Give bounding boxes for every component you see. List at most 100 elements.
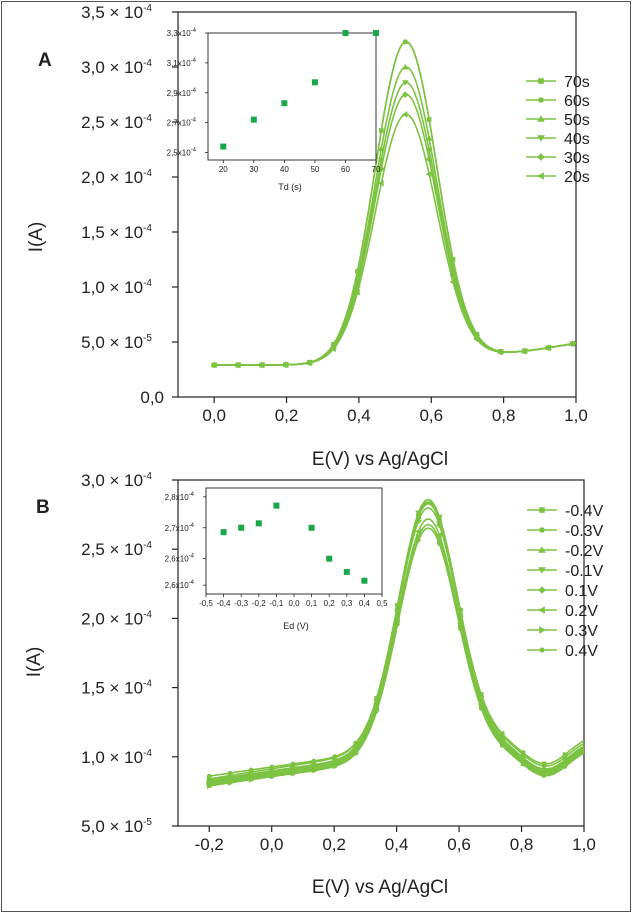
panel-a-legend-marker [537, 135, 545, 142]
panel-a-inset-xlabel: Td (s) [278, 182, 302, 192]
panel-a-inset-point [250, 116, 257, 123]
panel-b-inset-x-tick-label: -0,3 [234, 599, 248, 608]
panel-a-series-point [426, 117, 432, 122]
panel-a-inset-point [342, 30, 349, 36]
panel-a-series-point [497, 348, 504, 356]
panel-b-series-point [353, 751, 358, 756]
panel-b-x-tick-label: 0,4 [385, 835, 409, 854]
panel-b-legend-marker [539, 527, 545, 533]
panel-b-x-tick-label: 0,0 [260, 835, 284, 854]
panel-b-inset-x-tick-label: 0,0 [288, 599, 300, 608]
panel-b-x-tick-label: 1,0 [572, 835, 596, 854]
panel-a-series-point [234, 361, 241, 369]
panel-a-series-point [210, 361, 217, 369]
panel-b-series-point [269, 774, 275, 779]
panel-a-xlabel: E(V) vs Ag/AgCl [312, 449, 448, 470]
panel-b-series-point [562, 752, 568, 757]
panel-a-inset-y-tick-label: 3,3x10-4 [167, 28, 197, 38]
panel-a-y-tick-label: 1,5 × 10-4 [81, 223, 152, 242]
panel-b-legend-label: -0.3V [565, 523, 604, 540]
panel-a-legend-label: 60s [564, 93, 590, 110]
panel-a-series-line [214, 113, 577, 366]
panel-a-series-point [401, 63, 409, 70]
panel-a-series-point [425, 155, 433, 163]
panel-b-inset-point [255, 520, 262, 527]
panel-b-series-point [436, 521, 443, 529]
panel-a-plot-frame [177, 11, 577, 398]
panel-b-series-point [290, 761, 296, 767]
panel-a-inset-frame [207, 32, 377, 161]
panel-b-y-tick-label: 1,5 × 10-4 [81, 679, 152, 698]
panel-b-series-point [499, 743, 505, 748]
panel-a-legend-label: 70s [564, 74, 590, 91]
panel-b-legend-marker [538, 606, 545, 614]
panel-b-inset-x-tick-label: -0,5 [199, 599, 213, 608]
panel-b-inset-x-tick-label: -0,2 [252, 599, 266, 608]
panel-b-x-tick-label: -0,2 [195, 835, 224, 854]
panel-a-series-point [378, 165, 385, 173]
panel-a-series-point [425, 170, 432, 178]
panel-b-y-tick-label: 5,0 × 10-5 [81, 817, 152, 836]
panel-b-legend-label: -0.2V [565, 543, 604, 560]
panel-a-series-point [330, 345, 336, 353]
panel-b-inset-x-tick-label: 0,2 [324, 599, 336, 608]
panel-b-inset-point [273, 502, 280, 509]
panel-a-y-tick-label: 3,5 × 10-4 [81, 3, 152, 22]
panel-b-series-point [562, 764, 568, 769]
panel-a-series-point [545, 344, 551, 352]
panel-a-inset-point [220, 143, 227, 150]
panel-a-inset-y-tick-label: 2,7x10-4 [167, 118, 197, 128]
panel-b-legend-label: 0.2V [565, 603, 598, 620]
panel-b-inset-point [238, 524, 245, 531]
panel-b-inset-x-tick-label: 0,3 [341, 599, 353, 608]
panel-b-inset-x-tick-label: -0,1 [270, 599, 284, 608]
panel-a-inset-x-tick-label: 20 [219, 165, 228, 174]
panel-a-inset-point [311, 79, 318, 86]
panel-b-legend-label: 0.3V [565, 623, 598, 640]
panel-b-series-point [415, 510, 422, 517]
panel-a-label: A [38, 50, 52, 71]
panel-b-legend-label: 0.1V [565, 583, 598, 600]
panel-b-series-point [457, 612, 464, 620]
panel-b-series-point [479, 706, 484, 711]
panel-a-legend-marker [537, 115, 545, 122]
panel-a-legend-label: 20s [564, 169, 590, 186]
panel-b-legend-marker [538, 567, 546, 574]
panel-a-x-tick-label: 0,2 [275, 406, 299, 425]
panel-a-legend-marker [538, 97, 544, 103]
panel-a-x-tick-label: 1,0 [564, 406, 588, 425]
panel-b-inset-x-tick-label: 0,4 [359, 599, 371, 608]
panel-a-legend-marker [537, 153, 545, 161]
panel-a-series-point [521, 347, 527, 355]
panel-b-series-point [374, 709, 379, 714]
panel-b-inset-x-tick-label: -0,4 [217, 599, 231, 608]
panel-b-inset-x-tick-label: 0,5 [376, 599, 388, 608]
panel-a-series-point [378, 179, 384, 187]
panel-b-inset-xlabel: Ed (V) [283, 621, 309, 631]
panel-a-series-point [401, 111, 408, 118]
panel-b-series-point [332, 754, 338, 759]
panel-b-series-point [311, 758, 317, 764]
panel-a-x-tick-label: 0,6 [419, 406, 443, 425]
panel-a-y-tick-label: 0,0 [140, 388, 164, 407]
panel-b-x-tick-label: 0,2 [322, 835, 346, 854]
panel-b-series-point [437, 541, 442, 546]
panel-b-series-point [290, 771, 296, 776]
panel-a-inset-x-tick-label: 50 [310, 165, 319, 174]
panel-b-series-point [436, 531, 442, 539]
panel-a-legend-label: 40s [564, 131, 590, 148]
panel-a-y-tick-label: 2,5 × 10-4 [81, 113, 152, 132]
panel-b-legend-label: -0.1V [565, 563, 604, 580]
panel-b-series-point [332, 764, 338, 769]
panel-b-series-point [458, 627, 463, 631]
panel-a-legend-label: 30s [564, 150, 590, 167]
panel-a-series-point [401, 80, 409, 86]
panel-a-legend-marker [537, 172, 544, 180]
panel-b-series-point [395, 622, 400, 627]
panel-b-legend-label: -0.4V [565, 503, 604, 520]
panel-a-x-tick-label: 0,0 [202, 406, 226, 425]
panel-a-legend-marker [538, 78, 544, 84]
panel-a-series-point [354, 288, 360, 296]
panel-b-series-point [520, 762, 526, 767]
